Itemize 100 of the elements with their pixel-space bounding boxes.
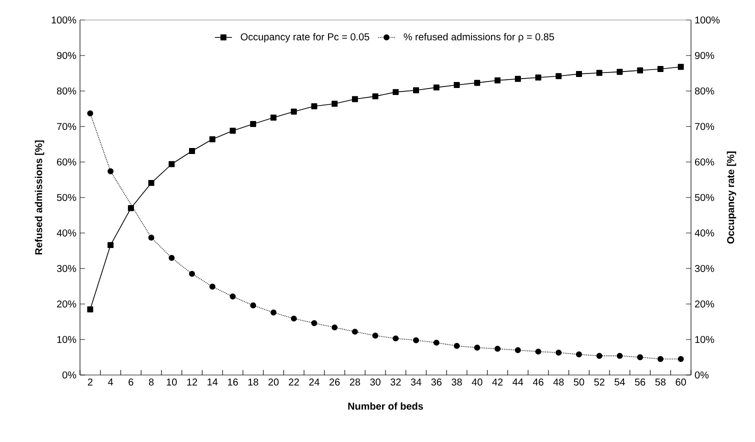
x-tick-label: 28 bbox=[350, 378, 360, 386]
y2-tick-label: 90% bbox=[694, 52, 714, 60]
x-tick-label: 50 bbox=[574, 378, 584, 386]
point bbox=[637, 67, 644, 74]
point bbox=[250, 302, 256, 308]
point bbox=[168, 254, 175, 261]
point bbox=[87, 110, 94, 116]
point bbox=[189, 270, 196, 277]
point bbox=[576, 351, 582, 358]
x-tick-label: 46 bbox=[532, 378, 544, 386]
point bbox=[576, 70, 582, 77]
point bbox=[616, 68, 623, 75]
y-tick-label: 100% bbox=[52, 16, 76, 24]
point bbox=[514, 347, 521, 354]
y-tick-label: 40% bbox=[56, 229, 76, 237]
y2-tick-label: 50% bbox=[694, 194, 714, 202]
y2-tick-label: 60% bbox=[695, 158, 714, 166]
y-tick-label: 70% bbox=[57, 122, 76, 130]
y-tick-label: 20% bbox=[57, 300, 76, 308]
x-tick-label: 12 bbox=[187, 378, 198, 386]
point bbox=[372, 332, 378, 339]
point bbox=[596, 352, 602, 359]
x-tick-label: 10 bbox=[166, 378, 177, 386]
y2-axis-title: Occupancy rate [%] bbox=[726, 152, 736, 244]
point bbox=[290, 316, 297, 322]
legend-label: % refused admissions for ρ = 0.85 bbox=[404, 33, 554, 42]
point bbox=[290, 108, 297, 115]
y-axis-title: Refused admissions [%] bbox=[34, 140, 44, 254]
y2-tick-label: 20% bbox=[695, 300, 714, 308]
point bbox=[332, 324, 338, 330]
x-tick-label: 56 bbox=[634, 378, 646, 386]
x-tick-label: 18 bbox=[248, 378, 258, 386]
x-tick-label: 6 bbox=[128, 378, 134, 386]
point bbox=[616, 352, 623, 359]
y-tick-label: 90% bbox=[57, 52, 76, 60]
point bbox=[433, 84, 440, 90]
x-tick-label: 58 bbox=[655, 378, 666, 386]
x-tick-label: 40 bbox=[472, 378, 482, 386]
point bbox=[657, 356, 664, 362]
y2-tick-label: 80% bbox=[694, 87, 714, 95]
point bbox=[189, 148, 196, 154]
point bbox=[108, 168, 114, 174]
point bbox=[148, 180, 154, 186]
point bbox=[494, 346, 501, 352]
point bbox=[535, 348, 542, 355]
point bbox=[535, 74, 542, 80]
point bbox=[637, 354, 644, 360]
y2-tick-label: 40% bbox=[694, 229, 714, 237]
point bbox=[352, 96, 358, 102]
x-tick-label: 38 bbox=[452, 378, 462, 386]
y-tick-label: 10% bbox=[57, 336, 76, 344]
point bbox=[678, 64, 684, 70]
x-tick-label: 34 bbox=[410, 378, 422, 386]
point bbox=[454, 82, 460, 88]
point bbox=[413, 337, 420, 344]
point bbox=[596, 70, 602, 76]
point bbox=[413, 87, 420, 94]
x-tick-label: 4 bbox=[108, 378, 114, 386]
point bbox=[657, 66, 664, 72]
point bbox=[209, 284, 216, 290]
y-tick-label: 0% bbox=[62, 371, 76, 379]
point bbox=[87, 306, 94, 312]
x-tick-label: 48 bbox=[553, 378, 564, 386]
y2-tick-label: 0% bbox=[694, 371, 709, 379]
y-tick-label: 80% bbox=[56, 87, 76, 95]
point bbox=[454, 342, 460, 349]
point bbox=[270, 114, 276, 121]
point bbox=[678, 356, 684, 362]
point bbox=[250, 121, 256, 127]
y-tick-label: 50% bbox=[56, 194, 76, 202]
point bbox=[332, 100, 338, 107]
point bbox=[148, 234, 154, 241]
point bbox=[474, 344, 480, 351]
x-tick-label: 8 bbox=[148, 378, 154, 386]
y-tick-label: 60% bbox=[57, 158, 76, 166]
x-tick-label: 14 bbox=[208, 378, 218, 386]
x-tick-label: 20 bbox=[268, 378, 279, 386]
point bbox=[209, 136, 216, 142]
point bbox=[392, 89, 399, 96]
point bbox=[474, 80, 480, 86]
y2-tick-label: 10% bbox=[695, 336, 714, 344]
point bbox=[168, 161, 175, 168]
point bbox=[311, 103, 318, 110]
legend-label: Occupancy rate for Pc = 0.05 bbox=[240, 33, 370, 42]
x-tick-label: 32 bbox=[390, 378, 401, 386]
x-tick-label: 2 bbox=[88, 378, 92, 386]
point bbox=[556, 350, 562, 356]
point bbox=[556, 73, 562, 80]
point bbox=[352, 328, 358, 335]
point bbox=[494, 77, 501, 84]
y2-tick-label: 70% bbox=[695, 122, 714, 130]
x-tick-label: 60 bbox=[676, 378, 686, 386]
x-tick-label: 26 bbox=[330, 378, 340, 386]
y2-tick-label: 100% bbox=[695, 16, 720, 24]
x-tick-label: 24 bbox=[309, 378, 320, 386]
y-tick-label: 30% bbox=[56, 264, 76, 272]
point bbox=[392, 335, 399, 342]
x-tick-label: 30 bbox=[370, 378, 380, 386]
point bbox=[433, 340, 440, 346]
x-tick-label: 42 bbox=[492, 378, 503, 386]
